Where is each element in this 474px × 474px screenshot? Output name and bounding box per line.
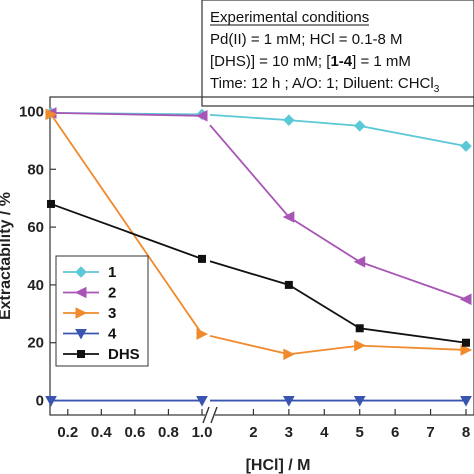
- series-line: [209, 124, 290, 218]
- series-line: [359, 260, 467, 301]
- legend-item: 4: [63, 326, 117, 343]
- legend-label: 1: [108, 264, 116, 281]
- data-point: [460, 140, 472, 152]
- y-tick-label: 20: [27, 335, 44, 352]
- data-point: [282, 211, 295, 223]
- data-point: [283, 348, 295, 361]
- conditions-box: Experimental conditions Pd(II) = 1 mM; H…: [201, 0, 474, 107]
- y-axis-title: Extractability / %: [0, 192, 14, 320]
- series-line: [50, 113, 203, 335]
- legend: 1 2 3 4 DHS: [55, 255, 149, 367]
- data-point: [77, 350, 85, 358]
- series-line: [50, 112, 203, 117]
- data-point: [354, 120, 366, 132]
- conditions-heading: Experimental conditions: [210, 9, 369, 26]
- data-point: [198, 254, 206, 263]
- axis-break-gap: [205, 407, 215, 423]
- series-line: [50, 203, 203, 260]
- x-tick-label: 2: [249, 424, 257, 441]
- legend-item: 1: [63, 264, 116, 281]
- x-tick-label: 1.0: [192, 424, 213, 441]
- series-line: [359, 327, 467, 344]
- data-point: [460, 396, 472, 407]
- data-point: [284, 280, 293, 289]
- data-point: [196, 328, 209, 340]
- y-tick-label: 80: [27, 161, 44, 178]
- y-axis: 0 20 40 60 80 100: [19, 103, 56, 410]
- axis-break-mark: [210, 406, 218, 424]
- series-line: [359, 344, 467, 351]
- series-dhs: [47, 199, 470, 347]
- legend-label: 3: [108, 305, 116, 322]
- legend-label: 2: [108, 285, 116, 302]
- series-line: [209, 260, 290, 286]
- series-line: [288, 284, 361, 330]
- legend-item: DHS: [63, 346, 140, 363]
- y-tick-label: 40: [27, 277, 44, 294]
- x-axis-title: [HCl] / M: [246, 457, 311, 474]
- x-tick-label: 8: [462, 424, 470, 441]
- legend-item: 2: [63, 285, 116, 302]
- data-point: [353, 396, 366, 407]
- data-point: [353, 255, 366, 268]
- x-tick-label: 6: [391, 424, 399, 441]
- axis-break-mark: [202, 406, 210, 424]
- series-line: [288, 216, 361, 263]
- series-line: [288, 119, 360, 127]
- series-line: [359, 125, 467, 148]
- data-point: [75, 266, 87, 278]
- data-point: [45, 396, 57, 407]
- x-tick-label: 0.8: [158, 424, 179, 441]
- legend-label: 4: [108, 326, 117, 343]
- data-point: [75, 329, 87, 340]
- y-tick-label: 0: [36, 393, 44, 410]
- series-3: [45, 108, 473, 361]
- data-point: [462, 338, 470, 347]
- legend-label: DHS: [108, 346, 140, 363]
- data-point: [283, 396, 295, 407]
- x-tick-label: 3: [285, 424, 293, 441]
- data-point: [47, 199, 55, 208]
- conditions-line-3: Time: 12 h ; A/O: 1; Diluent: CHCl3: [210, 75, 440, 95]
- x-tick-label: 0.4: [91, 424, 113, 441]
- y-tick-label: 100: [19, 103, 44, 120]
- series-4: [45, 396, 472, 407]
- data-point: [460, 344, 473, 356]
- data-point: [196, 396, 208, 407]
- series-line: [209, 113, 289, 122]
- x-tick-label: 0.6: [124, 424, 145, 441]
- conditions-line-2: [DHS)] = 10 mM; [1-4] = 1 mM: [210, 53, 411, 70]
- x-tick-label: 4: [320, 424, 329, 441]
- series-2: [44, 107, 472, 306]
- data-point: [45, 108, 58, 121]
- data-point: [459, 293, 472, 306]
- data-point: [74, 286, 87, 299]
- data-point: [283, 114, 295, 126]
- data-point: [195, 109, 208, 122]
- series-layer: [44, 107, 473, 407]
- data-point: [75, 307, 88, 319]
- x-tick-label: 5: [356, 424, 364, 441]
- data-point: [355, 324, 364, 333]
- plot-frame: [49, 96, 474, 416]
- series-line: [209, 335, 290, 356]
- conditions-line-1: Pd(II) = 1 mM; HCl = 0.1-8 M: [210, 31, 403, 48]
- x-axis: 0.2 0.4 0.6 0.8 1.0 2 3 4 5 6 7 8: [57, 406, 470, 441]
- data-point: [354, 339, 366, 352]
- y-tick-label: 60: [27, 219, 44, 236]
- series-line: [288, 344, 360, 356]
- x-tick-label: 7: [426, 424, 434, 441]
- legend-item: 3: [63, 305, 116, 322]
- x-tick-label: 0.2: [57, 424, 78, 441]
